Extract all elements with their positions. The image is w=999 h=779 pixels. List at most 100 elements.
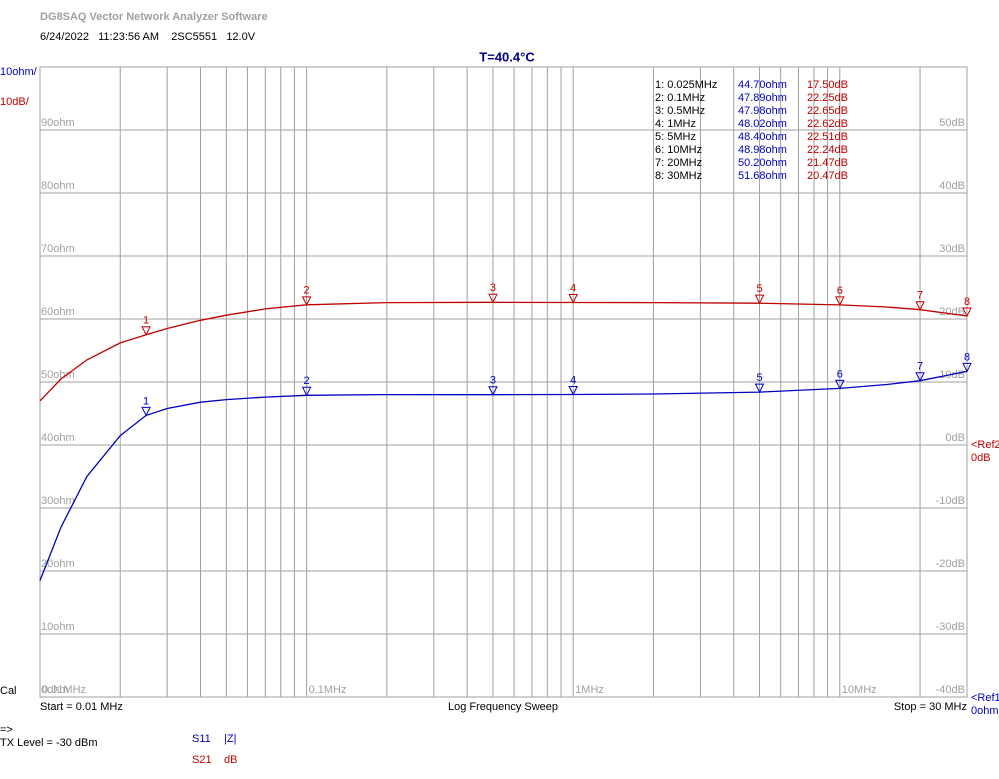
marker-id: 1 bbox=[143, 395, 149, 407]
marker-s11 bbox=[834, 379, 845, 390]
marker-s11 bbox=[141, 406, 151, 417]
x-tick-label: 0.01MHz bbox=[42, 684, 86, 696]
marker-id: 7 bbox=[917, 361, 923, 373]
x-tick-label: 0.1MHz bbox=[309, 684, 347, 696]
marker-s21: 22.25dB bbox=[807, 92, 848, 104]
legend-name: S21 bbox=[192, 754, 212, 766]
marker-id: 2 bbox=[304, 375, 310, 387]
marker-s11 bbox=[754, 383, 765, 394]
marker-id: 7 bbox=[917, 290, 923, 302]
marker-s21 bbox=[834, 296, 845, 307]
marker-s11: 47.98ohm bbox=[738, 105, 787, 117]
ref2-value: 0dB bbox=[971, 452, 991, 464]
y-tick-label: 0ohm bbox=[41, 684, 69, 696]
marker-freq: 2: 0.1MHz bbox=[655, 92, 705, 104]
marker-id: 2 bbox=[304, 285, 310, 297]
marker-s11 bbox=[301, 386, 312, 397]
marker-freq: 4: 1MHz bbox=[655, 118, 696, 130]
y2-tick-label: 30dB bbox=[939, 243, 965, 255]
info: 6/24/2022 11:23:56 AM 2SC5551 12.0V bbox=[40, 31, 256, 43]
y2-tick-label: -20dB bbox=[936, 558, 965, 570]
marker-s21: 22.24dB bbox=[807, 144, 848, 156]
y-tick-label: 10ohm bbox=[41, 621, 75, 633]
marker-id: 8 bbox=[964, 351, 970, 363]
y-tick-label: 20ohm bbox=[41, 558, 75, 570]
marker-freq: 1: 0.025MHz bbox=[655, 79, 717, 91]
app-title: DG8SAQ Vector Network Analyzer Software bbox=[40, 11, 268, 23]
marker-s11 bbox=[962, 362, 972, 373]
marker-s21 bbox=[754, 294, 765, 305]
marker-s11: 50.20ohm bbox=[738, 157, 787, 169]
marker-s11: 48.98ohm bbox=[738, 144, 787, 156]
legend-unit: dB bbox=[224, 754, 237, 766]
sweep: Log Frequency Sweep bbox=[448, 701, 558, 713]
marker-s21 bbox=[141, 326, 151, 336]
marker-s11 bbox=[915, 372, 925, 382]
marker-s11: 44.70ohm bbox=[738, 79, 787, 91]
marker-s11: 51.68ohm bbox=[738, 170, 787, 182]
marker-s21: 21.47dB bbox=[807, 157, 848, 169]
y2-tick-label: 20dB bbox=[939, 306, 965, 318]
marker-id: 4 bbox=[570, 282, 576, 294]
marker-id: 4 bbox=[570, 374, 576, 386]
y2-tick-label: -40dB bbox=[936, 684, 965, 696]
marker-s11: 48.40ohm bbox=[738, 131, 787, 143]
marker-id: 6 bbox=[837, 368, 843, 380]
y-tick-label: 80ohm bbox=[41, 180, 75, 192]
start: Start = 0.01 MHz bbox=[40, 701, 123, 713]
x-tick-label: 10MHz bbox=[842, 684, 877, 696]
y-tick-label: 60ohm bbox=[41, 306, 75, 318]
y-tick-label: 30ohm bbox=[41, 495, 75, 507]
ref1-value: 0ohm bbox=[971, 705, 999, 717]
x-tick-label: 1MHz bbox=[575, 684, 604, 696]
marker-s21: 17.50dB bbox=[807, 79, 848, 91]
marker-s21: 22.62dB bbox=[807, 118, 848, 130]
marker-s21 bbox=[962, 307, 972, 318]
y-tick-label: 40ohm bbox=[41, 432, 75, 444]
marker-s11: 48.02ohm bbox=[738, 118, 787, 130]
marker-s21 bbox=[568, 293, 579, 304]
marker-freq: 6: 10MHz bbox=[655, 144, 702, 156]
tx-level: TX Level = -30 dBm bbox=[0, 737, 98, 749]
ref1: <Ref1 bbox=[971, 692, 999, 704]
arrow: => bbox=[0, 724, 13, 736]
marker-s21 bbox=[301, 296, 312, 306]
marker-s21: 22.65dB bbox=[807, 105, 848, 117]
marker-id: 3 bbox=[490, 282, 496, 294]
marker-s11 bbox=[488, 386, 498, 396]
y-tick-label: 90ohm bbox=[41, 117, 75, 129]
marker-freq: 7: 20MHz bbox=[655, 157, 702, 169]
y-tick-label: 70ohm bbox=[41, 243, 75, 255]
marker-s11 bbox=[568, 385, 579, 396]
marker-s21: 22.51dB bbox=[807, 131, 848, 143]
marker-s11: 47.89ohm bbox=[738, 92, 787, 104]
legend-name: S11 bbox=[192, 733, 211, 745]
y2-tick-label: 40dB bbox=[939, 180, 965, 192]
marker-s21: 20.47dB bbox=[807, 170, 848, 182]
marker-s21 bbox=[488, 293, 498, 304]
y2-tick-label: 50dB bbox=[939, 117, 965, 129]
marker-id: 1 bbox=[143, 315, 149, 327]
chart-title: T=40.4°C bbox=[479, 49, 535, 64]
y2-scale-label: 10dB/ bbox=[0, 96, 30, 108]
marker-id: 6 bbox=[837, 285, 843, 297]
marker-s21 bbox=[915, 301, 925, 311]
marker-id: 3 bbox=[490, 375, 496, 387]
marker-id: 8 bbox=[964, 296, 970, 308]
y2-tick-label: 0dB bbox=[945, 432, 965, 444]
marker-freq: 5: 5MHz bbox=[655, 131, 696, 143]
marker-id: 5 bbox=[756, 283, 762, 295]
y2-tick-label: -30dB bbox=[936, 621, 965, 633]
marker-freq: 8: 30MHz bbox=[655, 170, 702, 182]
stop: Stop = 30 MHz bbox=[894, 701, 967, 713]
marker-id: 5 bbox=[756, 372, 762, 384]
y2-tick-label: -10dB bbox=[936, 495, 965, 507]
y-scale-label: 10ohm/ bbox=[0, 66, 38, 78]
y-tick-label: 50ohm bbox=[41, 369, 75, 381]
cal: Cal bbox=[0, 685, 17, 697]
marker-freq: 3: 0.5MHz bbox=[655, 105, 705, 117]
legend-unit: |Z| bbox=[224, 733, 236, 745]
ref2: <Ref2 bbox=[971, 439, 999, 451]
